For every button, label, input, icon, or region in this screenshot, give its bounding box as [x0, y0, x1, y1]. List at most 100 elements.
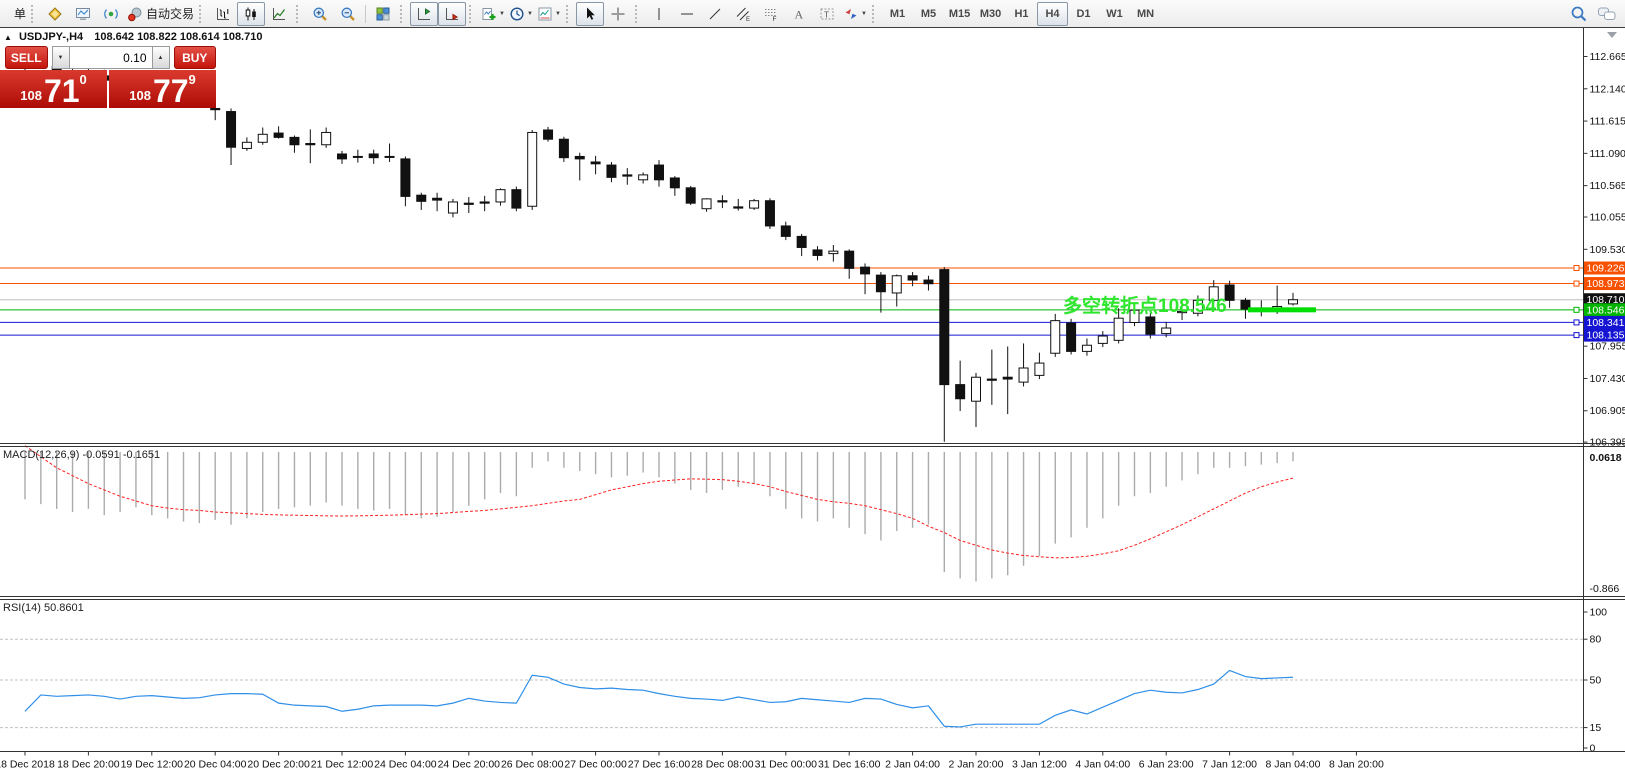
- toolbar-periods-button[interactable]: ▼: [507, 2, 535, 26]
- toolbar-text-button[interactable]: A: [785, 2, 813, 26]
- macd-scale-bottom: -0.866: [1590, 583, 1620, 595]
- candle-body: [1224, 284, 1235, 301]
- toolbar-group-handle[interactable]: [296, 4, 303, 23]
- macd-pane: MACD(12,26,9) -0.0591 -0.1651 0.0618 -0.86…: [3, 445, 1622, 595]
- collapse-triangle-icon[interactable]: ▲: [4, 33, 12, 42]
- buy-price-display[interactable]: 108 77 9: [109, 70, 216, 108]
- chevron-down-icon[interactable]: ▼: [555, 10, 561, 17]
- toolbar-vline-button[interactable]: [645, 2, 673, 26]
- scroll-marker-icon[interactable]: [1607, 32, 1617, 38]
- price-badge: [1584, 261, 1625, 275]
- buy-button[interactable]: BUY: [173, 46, 216, 69]
- volume-decrease-button[interactable]: ▼: [51, 46, 70, 69]
- hline-handle[interactable]: [1573, 319, 1580, 326]
- toolbar-group-handle[interactable]: [31, 4, 38, 23]
- toolbar-arrows-button[interactable]: ▼: [841, 2, 869, 26]
- candle-body: [1097, 335, 1108, 344]
- candle-body: [241, 141, 252, 149]
- volume-input[interactable]: [69, 46, 152, 69]
- volume-increase-button[interactable]: ▲: [151, 46, 170, 69]
- timeframe-m1-button[interactable]: M1: [889, 7, 906, 20]
- time-tick-label: 19 Dec 12:00: [121, 759, 184, 771]
- hline-handle[interactable]: [1573, 332, 1580, 339]
- time-tick-label: 18 Dec 20:00: [57, 759, 120, 771]
- sell-button[interactable]: SELL: [5, 46, 48, 69]
- chevron-down-icon[interactable]: ▼: [861, 10, 867, 17]
- candle-body: [606, 164, 617, 178]
- green-trend-segment[interactable]: [1248, 307, 1316, 313]
- candle-body: [971, 376, 981, 402]
- timeframe-m15-button[interactable]: M15: [948, 7, 971, 20]
- toolbar-bar-chart-button[interactable]: [209, 2, 237, 26]
- hline-handle[interactable]: [1573, 265, 1580, 271]
- toolbar-group-handle[interactable]: [469, 4, 476, 23]
- toolbar-search-button[interactable]: [1565, 2, 1593, 26]
- candle-body: [638, 174, 649, 181]
- toolbar-indicators-button[interactable]: ▼: [479, 2, 507, 26]
- toolbar-auto-scroll-button[interactable]: [438, 1, 467, 26]
- toolbar-trendline-button[interactable]: [701, 2, 729, 26]
- timeframe-h4-button[interactable]: H4: [1037, 1, 1069, 26]
- toolbar-group-handle[interactable]: [566, 4, 573, 23]
- toolbar-templates-button[interactable]: ▼: [535, 2, 563, 26]
- toolbar-new-order-button[interactable]: 单: [0, 2, 28, 26]
- chevron-down-icon[interactable]: ▼: [527, 10, 533, 17]
- candle-body: [416, 194, 427, 202]
- rsi-scale-label: 15: [1590, 722, 1602, 734]
- candle-body: [669, 177, 680, 189]
- svg-text:A: A: [795, 7, 804, 21]
- toolbar-zoom-in-button[interactable]: [306, 2, 334, 26]
- one-click-trade-panel: SELL ▼ ▲ BUY 108 71 0 108 77 9: [0, 46, 216, 108]
- candle-body: [780, 225, 791, 237]
- candles-layer: [20, 56, 1298, 442]
- toolbar-signal-button[interactable]: [97, 2, 125, 26]
- toolbar-group-handle[interactable]: [199, 4, 206, 23]
- timeframe-m5-button[interactable]: M5: [920, 7, 937, 20]
- toolbar-group-handle[interactable]: [635, 4, 642, 23]
- time-tick-label: 27 Dec 00:00: [564, 759, 627, 771]
- chevron-down-icon[interactable]: ▼: [499, 10, 505, 17]
- time-tick-label: 4 Jan 04:00: [1075, 759, 1130, 771]
- toolbar-group-handle[interactable]: [872, 4, 879, 23]
- toolbar-crosshair-button[interactable]: [604, 2, 632, 26]
- autotrade-icon-label: 自动交易: [146, 7, 195, 21]
- candle-body: [1145, 316, 1156, 335]
- hline-handle[interactable]: [1573, 306, 1580, 313]
- annotation-text[interactable]: 多空转折点108.546: [1063, 294, 1227, 317]
- toolbar-autotrade-button[interactable]: 自动交易: [125, 2, 196, 26]
- timeframe-w1-button[interactable]: W1: [1106, 7, 1123, 20]
- toolbar-chat-button[interactable]: [1593, 2, 1621, 26]
- chart-canvas[interactable]: 多空转折点108.546 MACD(12,26,9) -0.0591 -0.165…: [0, 28, 1625, 774]
- price-tick-label: 112.140: [1590, 83, 1625, 95]
- toolbar-text-label-button[interactable]: T: [813, 2, 841, 26]
- candle-body: [479, 201, 490, 204]
- candle-body: [1113, 317, 1124, 341]
- candle-body: [1192, 299, 1203, 314]
- toolbar-tile-windows-button[interactable]: [369, 2, 397, 26]
- timeframe-h1-button[interactable]: H1: [1014, 7, 1029, 20]
- timeframe-mn-button[interactable]: MN: [1136, 7, 1155, 20]
- toolbar-cursor-button[interactable]: [576, 1, 605, 26]
- toolbar-hline-button[interactable]: [673, 2, 701, 26]
- time-tick-label: 8 Jan 04:00: [1266, 759, 1321, 771]
- toolbar-candle-chart-button[interactable]: [237, 1, 266, 26]
- candle-body: [511, 189, 522, 209]
- timeframe-m30-button[interactable]: M30: [979, 7, 1002, 20]
- time-tick-label: 20 Dec 04:00: [184, 759, 247, 771]
- toolbar-zoom-out-button[interactable]: [334, 2, 362, 26]
- toolbar-fibonacci-button[interactable]: F: [757, 2, 785, 26]
- toolbar-channel-button[interactable]: E: [729, 2, 757, 26]
- toolbar-line-chart-button[interactable]: [265, 2, 293, 26]
- candle-body: [321, 131, 332, 146]
- toolbar-chart-shift-button[interactable]: [410, 1, 439, 26]
- candle-body: [1288, 299, 1298, 305]
- toolbar-group-handle[interactable]: [400, 4, 407, 23]
- chart-ohlc-values: 108.642 108.822 108.614 108.710: [94, 31, 263, 43]
- toolbar-market-watch-button[interactable]: [69, 2, 97, 26]
- sell-price-display[interactable]: 108 71 0: [0, 70, 107, 108]
- hline-handle[interactable]: [1573, 280, 1580, 287]
- chart-title: ▲ USDJPY-,H4 108.642 108.822 108.614 108…: [4, 31, 262, 43]
- toolbar-gold-chart-button[interactable]: [41, 2, 69, 26]
- candle-body: [622, 174, 633, 177]
- timeframe-d1-button[interactable]: D1: [1076, 7, 1091, 20]
